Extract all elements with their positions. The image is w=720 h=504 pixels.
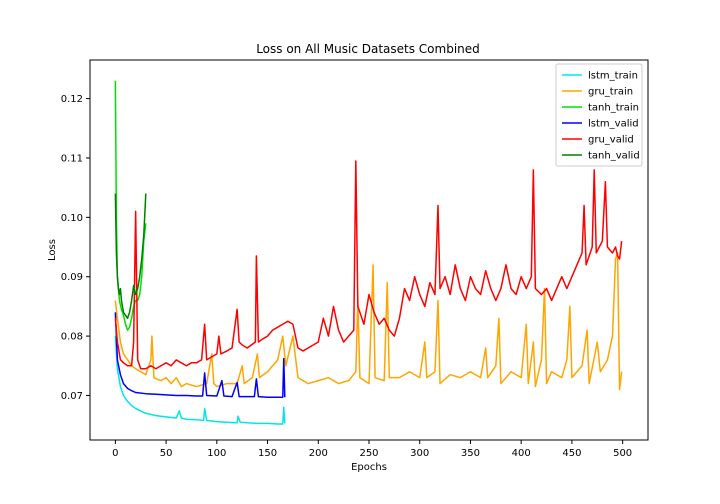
x-axis: 0 50 100 150 200 250 300 350 400 450 500 [112, 440, 632, 459]
y-tick-label: 0.12 [61, 94, 83, 105]
y-tick-label: 0.09 [61, 272, 83, 283]
series-line-lstm-train [114, 336, 286, 425]
legend-label: gru_valid [588, 135, 634, 146]
x-tick-label: 50 [160, 448, 173, 459]
x-tick-label: 450 [562, 448, 581, 459]
legend-label: gru_train [588, 87, 633, 98]
x-axis-title: Epochs [351, 462, 387, 473]
y-tick-label: 0.11 [61, 153, 83, 164]
x-tick-label: 400 [512, 448, 531, 459]
x-tick-label: 100 [207, 448, 226, 459]
y-tick-label: 0.08 [61, 332, 83, 343]
x-tick-label: 250 [359, 448, 378, 459]
series-line-gru-valid [114, 160, 623, 370]
legend-label: tanh_train [588, 103, 639, 114]
x-tick-label: 150 [258, 448, 277, 459]
series-line-lstm-valid [114, 312, 286, 398]
y-tick-label: 0.07 [61, 391, 83, 402]
x-tick-label: 200 [309, 448, 328, 459]
series-line-tanh-valid [114, 193, 147, 320]
y-axis-title: Loss [47, 239, 58, 261]
y-tick-label: 0.10 [61, 213, 83, 224]
x-tick-label: 350 [461, 448, 480, 459]
x-tick-label: 500 [613, 448, 632, 459]
x-tick-label: 300 [410, 448, 429, 459]
x-tick-label: 0 [112, 448, 118, 459]
plot-lines [114, 80, 623, 425]
legend-label: lstm_train [588, 71, 638, 82]
series-line-gru-train [114, 252, 623, 391]
legend-box [555, 63, 643, 167]
legend-label: lstm_valid [588, 119, 639, 130]
chart-title: Loss on All Music Datasets Combined [256, 42, 480, 56]
legend: lstm_train gru_train tanh_train lstm_validg… [555, 63, 643, 167]
y-axis: 0.07 0.08 0.09 0.10 0.11 0.12 [61, 94, 90, 402]
legend-label: tanh_valid [588, 151, 640, 162]
